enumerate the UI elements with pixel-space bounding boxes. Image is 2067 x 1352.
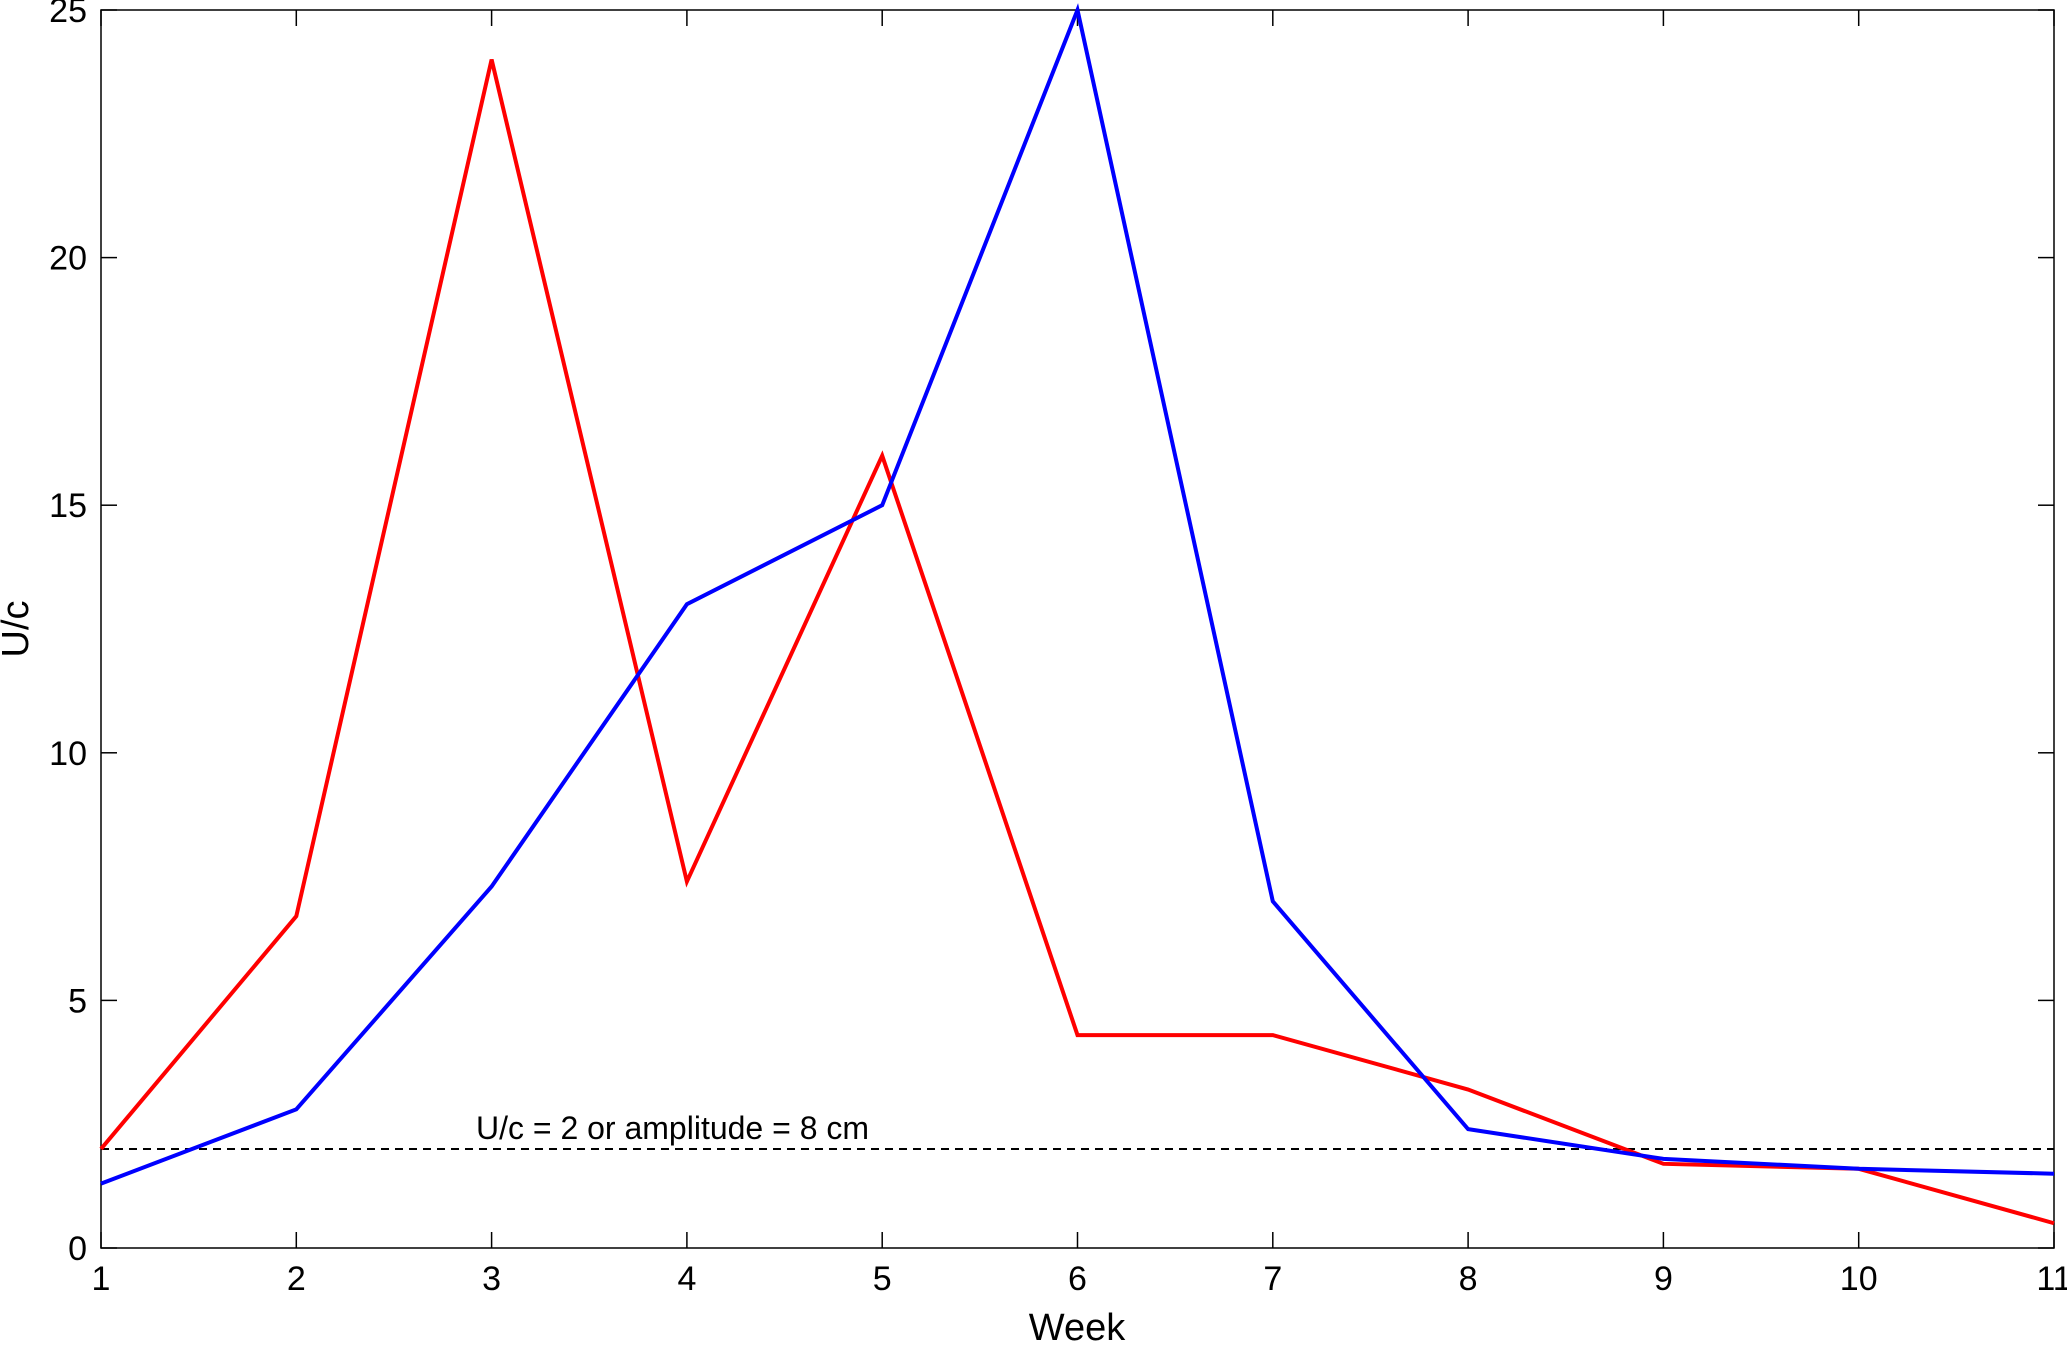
x-tick-label: 6 [1068, 1260, 1087, 1298]
y-tick-label: 5 [68, 982, 87, 1020]
x-axis: 1 2 3 4 5 6 7 8 9 10 11 [92, 10, 2067, 1298]
y-tick-label: 25 [49, 0, 87, 30]
x-tick-label: 2 [287, 1260, 306, 1298]
x-tick-label: 5 [873, 1260, 892, 1298]
reference-line-annotation: U/c = 2 or amplitude = 8 cm [476, 1110, 869, 1146]
y-axis-label: U/c [0, 601, 37, 658]
series-line-1 [99, 59, 2055, 1226]
x-tick-label: 8 [1459, 1260, 1478, 1298]
y-axis: 0 5 10 15 20 25 [49, 0, 2054, 1268]
plot-area [100, 9, 2055, 1249]
series-group [99, 3, 2055, 1226]
x-tick-label: 10 [1840, 1260, 1878, 1298]
x-tick-label: 4 [677, 1260, 696, 1298]
y-tick-label: 15 [49, 487, 87, 525]
y-tick-label: 0 [68, 1230, 87, 1268]
x-tick-label: 9 [1654, 1260, 1673, 1298]
x-tick-label: 7 [1263, 1260, 1282, 1298]
y-tick-label: 20 [49, 240, 87, 278]
x-tick-label: 1 [92, 1260, 111, 1298]
x-tick-label: 3 [482, 1260, 501, 1298]
x-tick-label: 11 [2036, 1260, 2067, 1298]
x-axis-label: Week [1029, 1307, 1126, 1349]
series-line-2 [100, 3, 2055, 1186]
reference-line-group: U/c = 2 or amplitude = 8 cm [101, 1110, 2054, 1150]
y-tick-label: 10 [49, 735, 87, 773]
